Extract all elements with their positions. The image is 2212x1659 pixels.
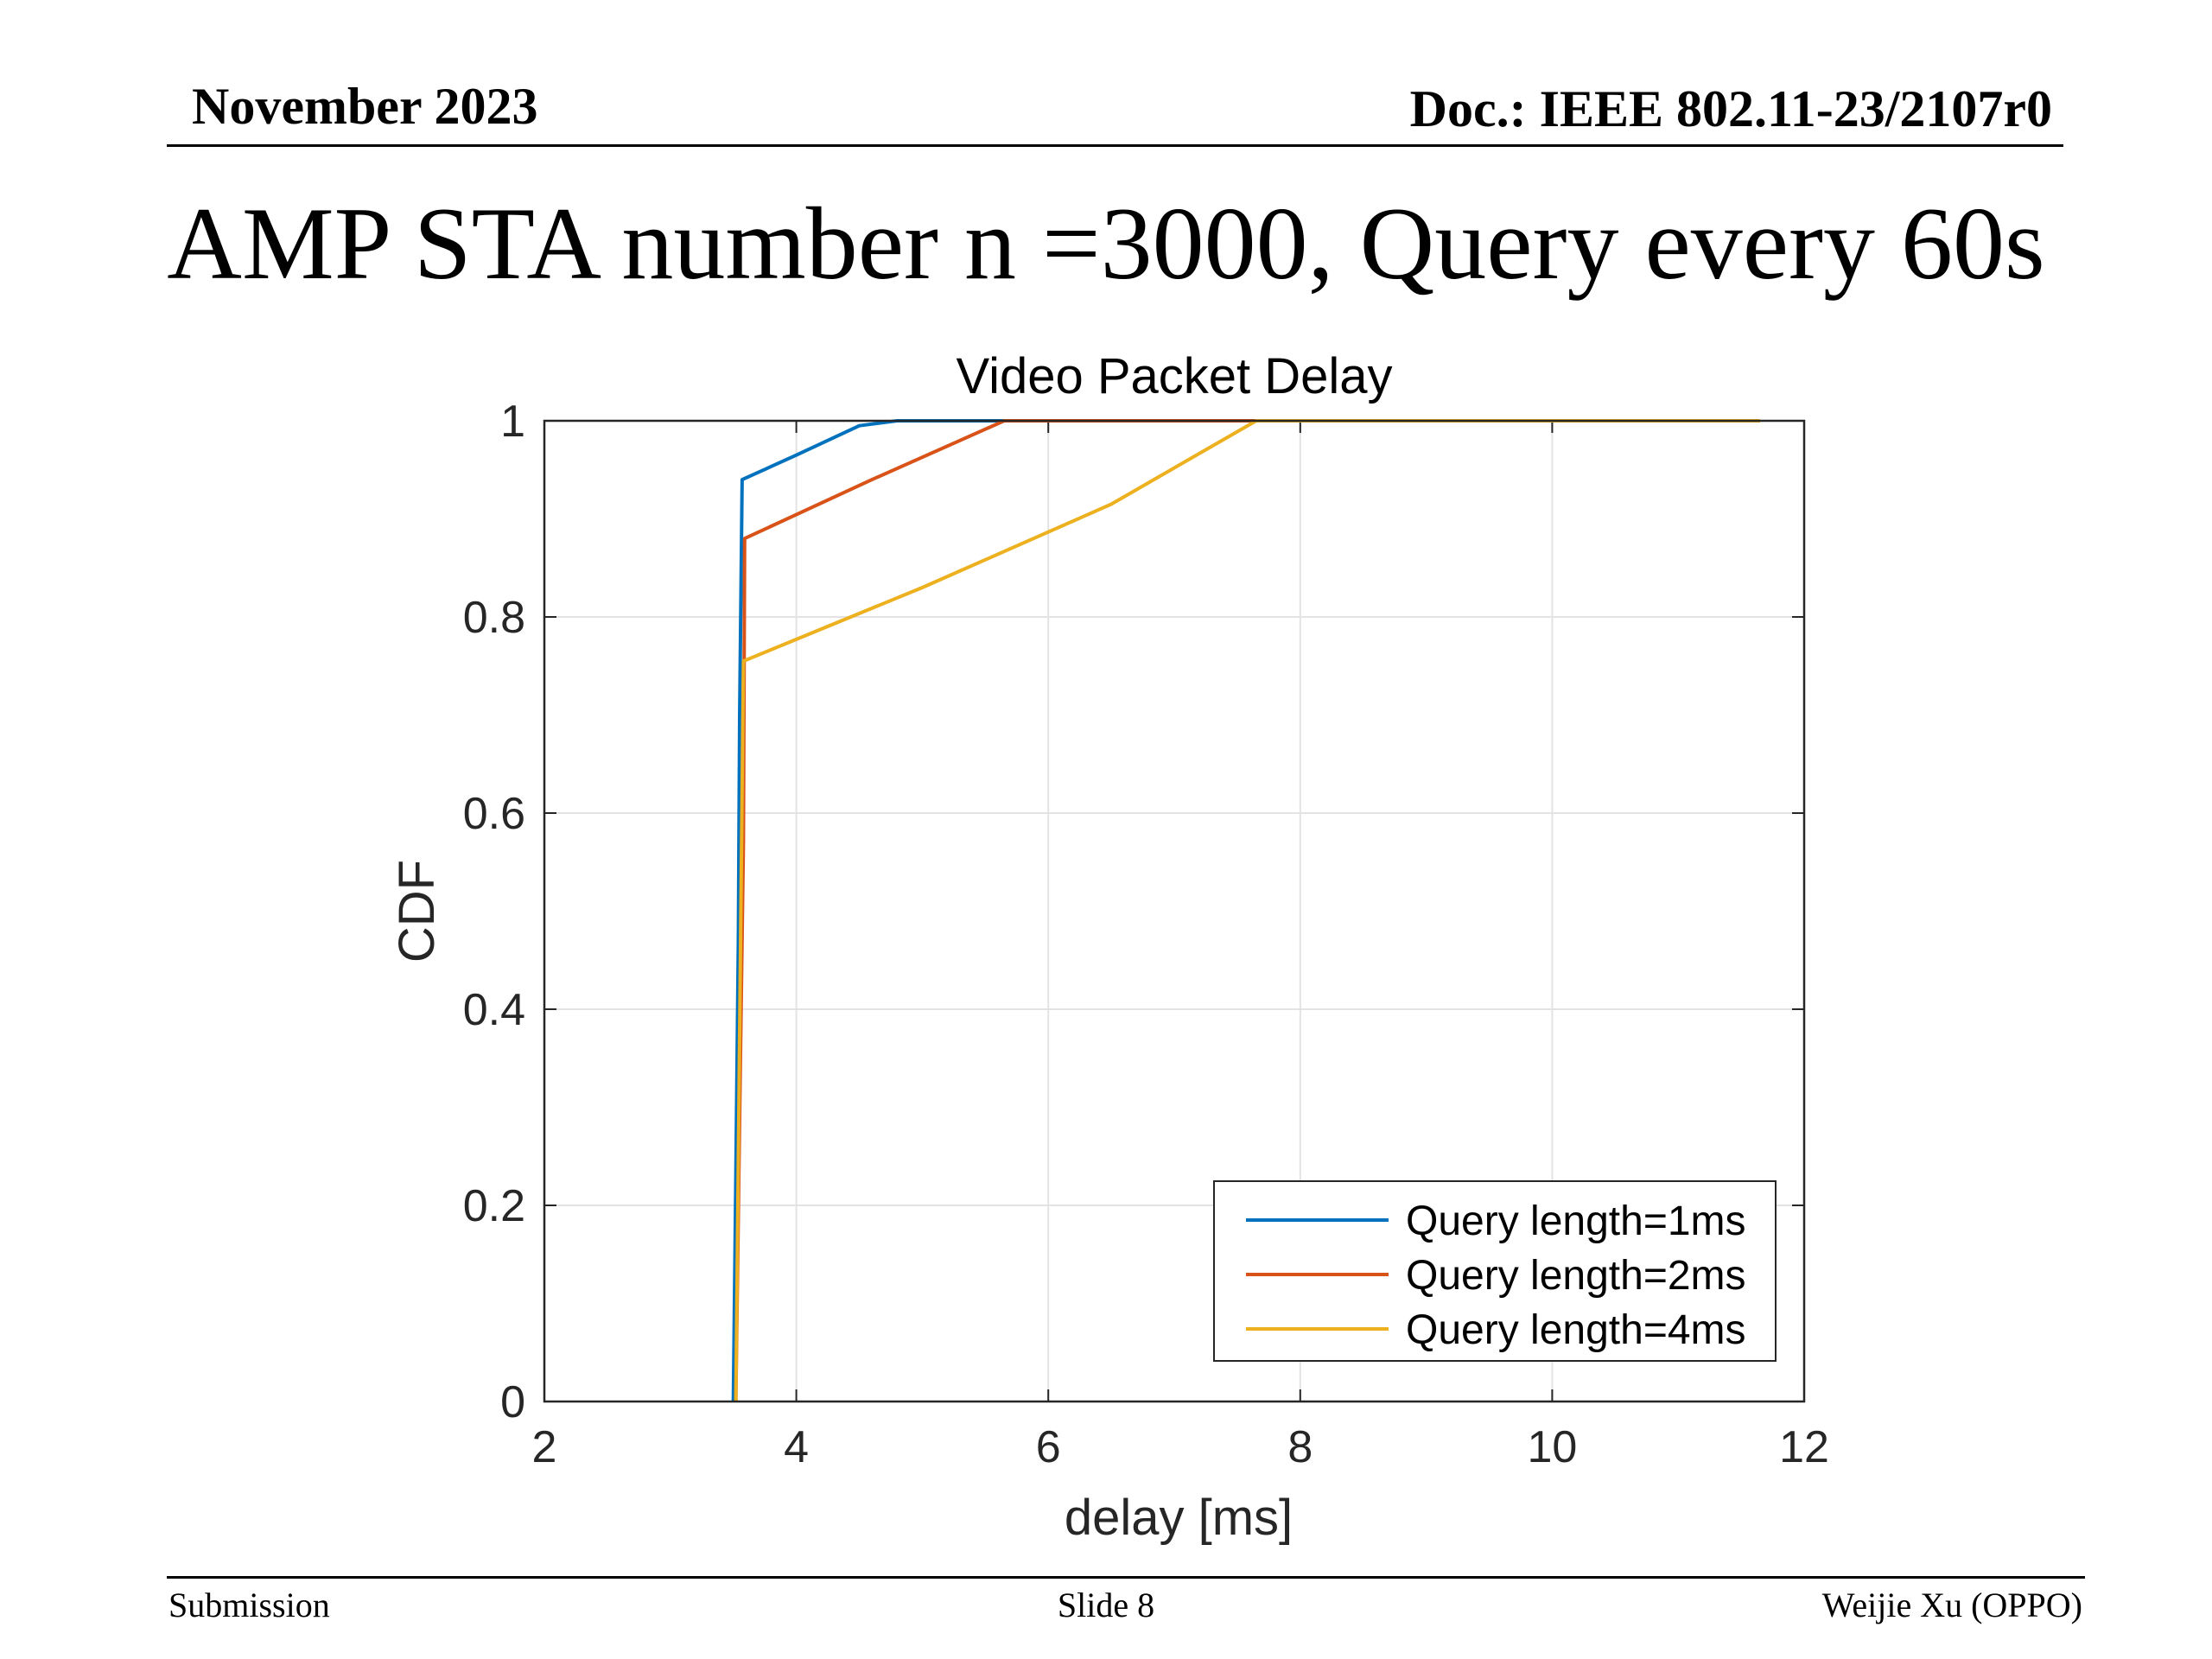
chart-title: Video Packet Delay [956, 348, 1392, 404]
legend-label-1: Query length=1ms [1406, 1198, 1746, 1244]
y-tick-label: 1 [500, 397, 525, 447]
x-axis-label: delay [ms] [1065, 1490, 1293, 1546]
x-tick-label: 8 [1287, 1422, 1313, 1472]
y-tick-label: 0 [500, 1377, 525, 1427]
legend-label-2: Query length=2ms [1406, 1253, 1746, 1299]
axes-box [543, 419, 1806, 1403]
x-tick-label: 4 [784, 1422, 809, 1472]
slide-title: AMP STA number n =3000, Query every 60s [167, 186, 2045, 301]
header-date: November 2023 [192, 78, 538, 135]
y-tick-label: 0.4 [463, 985, 525, 1035]
series-line-1 [731, 419, 1011, 1402]
x-tick-label: 12 [1779, 1422, 1829, 1472]
y-tick-label: 0.6 [463, 789, 525, 839]
header-divider [167, 144, 2063, 147]
legend-label-3: Query length=4ms [1406, 1307, 1746, 1353]
footer-author: Weijie Xu (OPPO) [1821, 1586, 2082, 1624]
legend-box [1213, 1180, 1777, 1362]
header-doc-id: Doc.: IEEE 802.11-23/2107r0 [1409, 80, 2052, 137]
footer-submission: Submission [168, 1586, 330, 1624]
y-tick-label: 0.2 [463, 1181, 525, 1231]
footer-divider [167, 1576, 2085, 1579]
footer-slide-number: Slide 8 [1057, 1586, 1155, 1624]
y-tick-label: 0.8 [463, 593, 525, 643]
x-tick-label: 6 [1036, 1422, 1061, 1472]
y-axis-label: CDF [389, 860, 445, 963]
x-tick-label: 2 [532, 1422, 557, 1472]
x-tick-label: 10 [1527, 1422, 1577, 1472]
